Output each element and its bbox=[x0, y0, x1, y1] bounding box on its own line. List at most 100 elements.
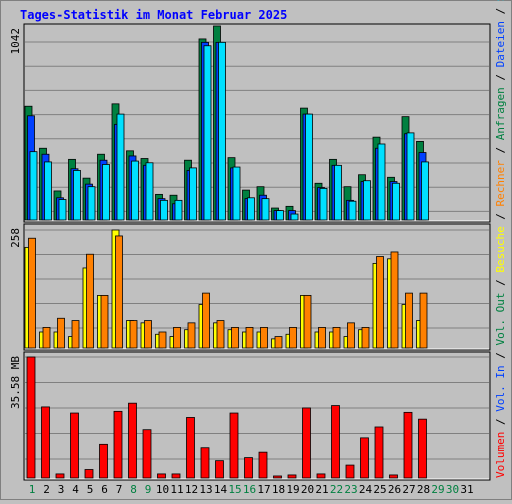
bar-rechner-day-14 bbox=[216, 320, 225, 349]
legend-separator: / bbox=[494, 1, 507, 21]
day-label: 29 bbox=[431, 483, 444, 496]
bar-volumen-day-10 bbox=[157, 473, 166, 479]
legend-separator: / bbox=[494, 67, 507, 87]
bar-rechner-day-19 bbox=[289, 327, 297, 349]
day-label: 16 bbox=[243, 483, 256, 496]
day-label: 26 bbox=[388, 483, 401, 496]
bar-rechner-day-3 bbox=[57, 317, 65, 349]
day-label: 21 bbox=[315, 483, 328, 496]
bar-seiten-day-20 bbox=[305, 113, 313, 221]
day-label: 11 bbox=[170, 483, 183, 496]
bar-seiten-day-21 bbox=[319, 187, 328, 221]
bar-rechner-day-18 bbox=[274, 336, 283, 349]
legend-separator: / bbox=[494, 206, 507, 226]
day-label: 27 bbox=[402, 483, 415, 496]
panels: 1042 258 35.58 MB bbox=[9, 23, 491, 481]
bar-volumen-day-19 bbox=[287, 474, 297, 479]
bar-volumen-day-21 bbox=[316, 473, 326, 479]
bar-volumen-day-16 bbox=[244, 457, 253, 479]
day-label: 13 bbox=[199, 483, 212, 496]
bar-rechner-day-10 bbox=[158, 331, 167, 349]
bar-seiten-day-1 bbox=[29, 151, 38, 221]
day-label: 22 bbox=[330, 483, 343, 496]
bar-volumen-day-11 bbox=[171, 473, 181, 479]
bar-rechner-day-23 bbox=[347, 322, 355, 349]
bar-volumen-day-9 bbox=[142, 429, 152, 479]
day-label: 28 bbox=[417, 483, 430, 496]
bar-rechner-day-17 bbox=[260, 327, 268, 349]
bar-volumen-day-27 bbox=[403, 411, 413, 479]
bar-volumen-day-28 bbox=[418, 418, 427, 479]
bar-seiten-day-5 bbox=[87, 186, 96, 221]
day-label: 6 bbox=[101, 483, 108, 496]
bar-rechner-day-22 bbox=[332, 327, 341, 349]
legend-item: Rechner bbox=[494, 160, 507, 207]
bar-rechner-day-1 bbox=[28, 237, 36, 349]
bar-rechner-day-6 bbox=[100, 295, 109, 349]
bar-seiten-day-15 bbox=[232, 166, 241, 221]
bar-volumen-day-5 bbox=[84, 469, 94, 479]
day-label: 4 bbox=[72, 483, 79, 496]
bar-seiten-day-2 bbox=[44, 161, 52, 221]
bar-seiten-day-27 bbox=[406, 132, 415, 221]
bar-volumen-day-6 bbox=[99, 443, 108, 479]
bar-rechner-day-13 bbox=[202, 292, 210, 349]
bar-seiten-day-19 bbox=[290, 213, 299, 221]
day-label: 5 bbox=[87, 483, 94, 496]
bar-rechner-day-26 bbox=[390, 251, 399, 349]
bar-seiten-day-16 bbox=[247, 197, 255, 221]
bar-volumen-day-7 bbox=[113, 410, 123, 479]
bar-seiten-day-24 bbox=[363, 180, 371, 221]
bar-seiten-day-26 bbox=[392, 182, 400, 221]
bar-seiten-day-7 bbox=[116, 113, 125, 221]
day-label: 24 bbox=[359, 483, 373, 496]
day-label: 20 bbox=[301, 483, 314, 496]
bar-rechner-day-12 bbox=[187, 322, 196, 349]
day-labels: 1 2 3 4 5 6 7 8 9 10 11 12 13 14 15 16 17 18 19 20 21 22 23 24 2… bbox=[29, 483, 474, 496]
bar-volumen-day-18 bbox=[273, 475, 282, 479]
day-label: 10 bbox=[156, 483, 169, 496]
legend-item: Besuche bbox=[494, 226, 507, 272]
bar-seiten-day-9 bbox=[145, 162, 154, 221]
bar-volumen-day-22 bbox=[331, 405, 340, 479]
bar-rechner-day-11 bbox=[173, 327, 181, 349]
legend-item: Volumen bbox=[494, 432, 507, 478]
bar-seiten-day-28 bbox=[421, 161, 429, 221]
bar-seiten-day-3 bbox=[58, 199, 67, 221]
bar-rechner-day-8 bbox=[129, 320, 138, 349]
bar-volumen-day-17 bbox=[258, 451, 268, 479]
day-label: 3 bbox=[58, 483, 65, 496]
bar-volumen-day-4 bbox=[70, 412, 79, 479]
bar-seiten-day-11 bbox=[174, 199, 183, 221]
bar-rechner-day-7 bbox=[115, 235, 123, 349]
y-max-label: 258 bbox=[9, 228, 22, 248]
legend-separator: / bbox=[494, 140, 507, 160]
bar-rechner-day-25 bbox=[376, 256, 384, 349]
bar-rechner-day-20 bbox=[303, 295, 312, 349]
bar-seiten-day-13 bbox=[203, 45, 212, 221]
bar-volumen-day-8 bbox=[128, 402, 137, 479]
day-label: 12 bbox=[185, 483, 198, 496]
bar-volumen-day-2 bbox=[41, 406, 50, 479]
bar-seiten-day-25 bbox=[377, 143, 386, 221]
day-label: 7 bbox=[116, 483, 123, 496]
bar-rechner-day-2 bbox=[42, 327, 51, 349]
legend-text: Volumen / Vol. In / Vol. Out / Besuche /… bbox=[494, 0, 507, 478]
day-label: 15 bbox=[228, 483, 241, 496]
legend-item: Vol. In bbox=[494, 365, 507, 411]
bar-rechner-day-27 bbox=[405, 292, 413, 349]
bar-volumen-day-12 bbox=[186, 417, 195, 479]
bar-volumen-day-14 bbox=[215, 460, 224, 479]
bar-seiten-day-14 bbox=[218, 41, 226, 221]
bar-volumen-day-15 bbox=[229, 412, 239, 479]
bar-seiten-day-23 bbox=[348, 200, 357, 221]
bar-volumen-day-25 bbox=[374, 426, 384, 479]
y-max-label: 1042 bbox=[9, 28, 22, 55]
bar-seiten-day-4 bbox=[73, 170, 81, 221]
side-legend: Volumen / Vol. In / Vol. Out / Besuche /… bbox=[494, 0, 507, 478]
bar-seiten-day-6 bbox=[102, 164, 110, 221]
bar-rechner-day-21 bbox=[318, 327, 326, 349]
bar-seiten-day-17 bbox=[261, 198, 270, 221]
chart-title: Tages-Statistik im Monat Februar 2025 bbox=[20, 8, 287, 22]
